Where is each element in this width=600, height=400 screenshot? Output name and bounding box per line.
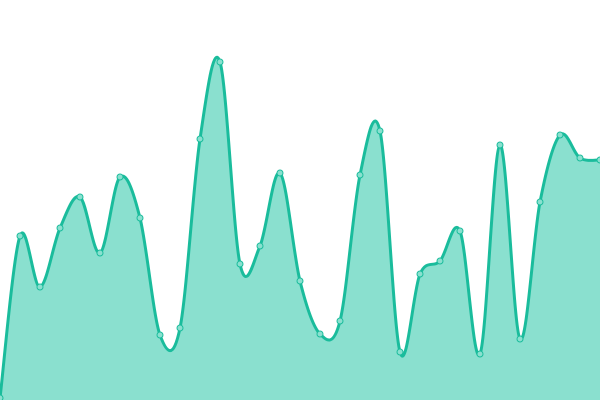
- area-fill: [0, 57, 600, 400]
- data-point-23: [456, 227, 464, 235]
- data-point-9: [176, 324, 184, 332]
- data-point-19: [376, 127, 384, 135]
- data-point-24: [476, 350, 484, 358]
- data-point-27: [536, 198, 544, 206]
- data-point-0: [0, 394, 4, 400]
- data-point-26: [516, 335, 524, 343]
- data-point-29: [576, 154, 584, 162]
- data-point-28: [556, 131, 564, 139]
- data-point-21: [416, 270, 424, 278]
- data-markers: [0, 58, 600, 400]
- data-point-8: [156, 331, 164, 339]
- data-point-15: [296, 277, 304, 285]
- data-point-1: [16, 232, 24, 240]
- data-point-20: [396, 348, 404, 356]
- data-point-6: [116, 173, 124, 181]
- data-point-5: [96, 249, 104, 257]
- data-point-18: [356, 171, 364, 179]
- data-point-10: [196, 135, 204, 143]
- data-point-4: [76, 193, 84, 201]
- data-point-7: [136, 214, 144, 222]
- data-point-22: [436, 257, 444, 265]
- data-point-13: [256, 242, 264, 250]
- data-point-25: [496, 141, 504, 149]
- data-point-12: [236, 260, 244, 268]
- data-point-2: [36, 283, 44, 291]
- data-point-3: [56, 224, 64, 232]
- data-point-30: [596, 156, 600, 164]
- data-point-14: [276, 169, 284, 177]
- data-point-16: [316, 330, 324, 338]
- data-point-17: [336, 317, 344, 325]
- data-point-11: [216, 58, 224, 66]
